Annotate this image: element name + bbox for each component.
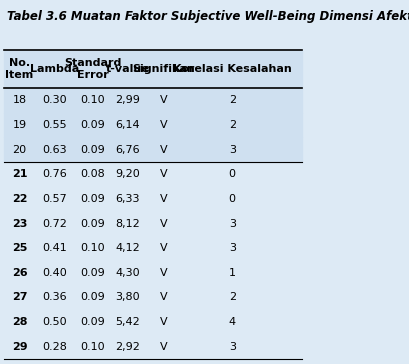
Text: 2,99: 2,99 <box>115 95 139 106</box>
Text: 18: 18 <box>13 95 27 106</box>
Text: 29: 29 <box>12 342 27 352</box>
Text: 0.50: 0.50 <box>42 317 67 327</box>
Text: 2: 2 <box>228 120 235 130</box>
Text: 0.09: 0.09 <box>80 317 105 327</box>
Text: V: V <box>160 292 167 302</box>
Text: 0.72: 0.72 <box>42 218 67 229</box>
Text: 27: 27 <box>12 292 27 302</box>
Text: V: V <box>160 194 167 204</box>
Text: 0.30: 0.30 <box>42 95 67 106</box>
Text: 0.55: 0.55 <box>42 120 67 130</box>
Text: 6,76: 6,76 <box>115 145 139 155</box>
Text: 0.28: 0.28 <box>42 342 67 352</box>
Text: 4: 4 <box>228 317 235 327</box>
Text: 0.09: 0.09 <box>80 218 105 229</box>
Text: V: V <box>160 243 167 253</box>
Text: 4,12: 4,12 <box>115 243 139 253</box>
Text: Signifikan: Signifikan <box>132 64 195 74</box>
Text: Standard
Error: Standard Error <box>64 58 121 80</box>
Text: 2,92: 2,92 <box>115 342 139 352</box>
Text: Tabel 3.6 Muatan Faktor Subjective Well-Being Dimensi Afektif: Tabel 3.6 Muatan Faktor Subjective Well-… <box>7 11 409 23</box>
Text: 3: 3 <box>228 342 235 352</box>
Bar <box>4 137 301 162</box>
Text: 21: 21 <box>12 169 27 179</box>
Text: 0.10: 0.10 <box>80 342 105 352</box>
Text: 3: 3 <box>228 145 235 155</box>
Text: 3,80: 3,80 <box>115 292 139 302</box>
Text: 0.36: 0.36 <box>42 292 67 302</box>
Text: t-value: t-value <box>105 64 149 74</box>
Text: 6,33: 6,33 <box>115 194 139 204</box>
Bar <box>4 88 301 113</box>
Text: 28: 28 <box>12 317 27 327</box>
Text: 22: 22 <box>12 194 27 204</box>
Text: 3: 3 <box>228 243 235 253</box>
Text: 0: 0 <box>228 194 235 204</box>
Text: 0.40: 0.40 <box>42 268 67 278</box>
Text: V: V <box>160 342 167 352</box>
Text: 0.41: 0.41 <box>42 243 67 253</box>
Text: 25: 25 <box>12 243 27 253</box>
Text: 2: 2 <box>228 95 235 106</box>
Text: V: V <box>160 145 167 155</box>
Text: V: V <box>160 120 167 130</box>
Text: 2: 2 <box>228 292 235 302</box>
Text: 5,42: 5,42 <box>115 317 139 327</box>
Text: V: V <box>160 268 167 278</box>
Text: 9,20: 9,20 <box>115 169 139 179</box>
Text: 0.08: 0.08 <box>80 169 105 179</box>
Text: 20: 20 <box>13 145 27 155</box>
Text: No.
Item: No. Item <box>5 58 34 80</box>
Text: 26: 26 <box>12 268 27 278</box>
Text: 3: 3 <box>228 218 235 229</box>
Text: 0.09: 0.09 <box>80 292 105 302</box>
Text: 1: 1 <box>228 268 235 278</box>
Text: V: V <box>160 218 167 229</box>
Text: 0.10: 0.10 <box>80 243 105 253</box>
Text: V: V <box>160 95 167 106</box>
Text: 0.57: 0.57 <box>42 194 67 204</box>
Text: 0.63: 0.63 <box>42 145 67 155</box>
Bar <box>4 50 301 88</box>
Text: Korelasi Kesalahan: Korelasi Kesalahan <box>173 64 291 74</box>
Text: 6,14: 6,14 <box>115 120 139 130</box>
Text: 0.09: 0.09 <box>80 145 105 155</box>
Text: 19: 19 <box>13 120 27 130</box>
Text: 0.09: 0.09 <box>80 194 105 204</box>
Text: 23: 23 <box>12 218 27 229</box>
Text: 0.10: 0.10 <box>80 95 105 106</box>
Text: 0: 0 <box>228 169 235 179</box>
Text: Lambda: Lambda <box>30 64 79 74</box>
Text: V: V <box>160 317 167 327</box>
Text: 8,12: 8,12 <box>115 218 139 229</box>
Bar <box>4 113 301 137</box>
Text: 0.09: 0.09 <box>80 120 105 130</box>
Text: 0.09: 0.09 <box>80 268 105 278</box>
Text: 0.76: 0.76 <box>42 169 67 179</box>
Text: V: V <box>160 169 167 179</box>
Text: 4,30: 4,30 <box>115 268 139 278</box>
